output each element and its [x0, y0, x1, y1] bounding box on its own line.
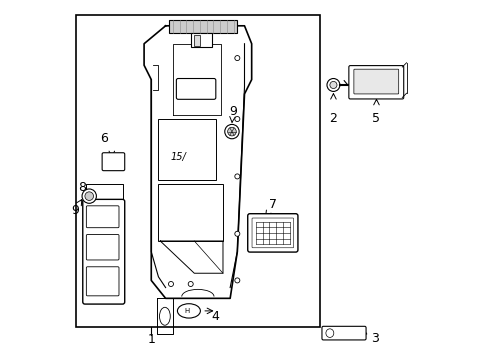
Text: 8: 8 — [78, 181, 86, 194]
Text: 2: 2 — [329, 112, 337, 125]
Bar — [76, 15, 319, 327]
FancyBboxPatch shape — [321, 326, 366, 340]
Circle shape — [234, 278, 239, 283]
Bar — [194, 35, 199, 45]
FancyBboxPatch shape — [251, 218, 293, 248]
Circle shape — [85, 192, 93, 201]
Text: 6: 6 — [100, 131, 108, 145]
Ellipse shape — [177, 304, 200, 318]
Text: 1: 1 — [147, 333, 155, 346]
Circle shape — [168, 282, 173, 287]
FancyBboxPatch shape — [86, 267, 119, 296]
Text: 4: 4 — [211, 310, 219, 323]
FancyBboxPatch shape — [86, 234, 119, 260]
Text: 7: 7 — [268, 198, 277, 211]
Text: 15/: 15/ — [170, 152, 185, 162]
FancyBboxPatch shape — [86, 206, 119, 228]
Circle shape — [326, 78, 339, 91]
Circle shape — [329, 81, 336, 89]
Text: 3: 3 — [371, 332, 379, 345]
FancyBboxPatch shape — [82, 199, 124, 304]
FancyBboxPatch shape — [348, 66, 403, 99]
FancyBboxPatch shape — [102, 153, 124, 171]
Text: 5: 5 — [372, 112, 380, 125]
Circle shape — [234, 117, 239, 122]
Ellipse shape — [159, 307, 170, 325]
Bar — [169, 21, 237, 33]
Circle shape — [227, 127, 236, 136]
Circle shape — [234, 55, 239, 60]
Bar — [158, 119, 215, 180]
Bar — [190, 33, 212, 47]
Circle shape — [188, 282, 193, 287]
Circle shape — [82, 189, 96, 203]
Text: 9: 9 — [71, 204, 79, 217]
Text: H: H — [184, 308, 189, 314]
FancyBboxPatch shape — [176, 78, 215, 99]
FancyBboxPatch shape — [353, 69, 398, 94]
Ellipse shape — [325, 329, 333, 337]
Bar — [158, 184, 223, 241]
FancyBboxPatch shape — [247, 214, 297, 252]
Circle shape — [234, 231, 239, 236]
Circle shape — [224, 125, 239, 139]
Text: 9: 9 — [228, 105, 237, 118]
Circle shape — [234, 174, 239, 179]
